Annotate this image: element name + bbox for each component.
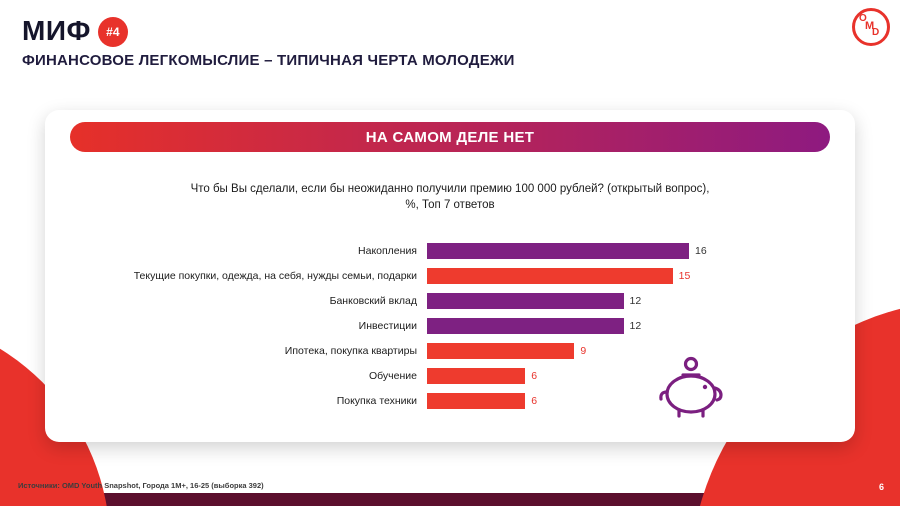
bar-label: Банковский вклад — [329, 294, 417, 307]
omd-logo: O M D — [852, 8, 890, 46]
piggy-bank-icon — [655, 353, 729, 424]
bar-chart: Накопления 16 Текущие покупки, одежда, на … — [53, 238, 835, 413]
bar-label: Ипотека, покупка квартиры — [284, 344, 417, 357]
bar-track: 12 — [427, 317, 835, 334]
omd-logo-letter-o: O — [859, 13, 867, 24]
bar-label: Текущие покупки, одежда, на себя, нужды … — [133, 269, 417, 282]
bar — [427, 392, 526, 409]
bar-track: 16 — [427, 242, 835, 259]
chart-row: Инвестиции 12 — [53, 313, 835, 338]
chart-row: Обучение 6 — [53, 363, 835, 388]
omd-logo-letter-d: D — [872, 27, 880, 38]
bar — [427, 342, 575, 359]
bar-value: 6 — [531, 394, 538, 407]
bar-value: 6 — [531, 369, 538, 382]
bar — [427, 292, 624, 309]
slide-title: ФИНАНСОВОЕ ЛЕГКОМЫСЛИЕ – ТИПИЧНАЯ ЧЕРТА … — [22, 52, 515, 69]
myth-number-badge: #4 — [97, 17, 128, 47]
bar-value: 12 — [629, 319, 642, 332]
bar — [427, 367, 526, 384]
omd-logo-letter-m: M — [865, 20, 875, 32]
bar-track: 15 — [427, 267, 835, 284]
chart-row: Покупка техники 6 — [53, 388, 835, 413]
chart-row: Ипотека, покупка квартиры 9 — [53, 338, 835, 363]
chart-row: Накопления 16 — [53, 238, 835, 263]
source-note: Источники: OMD Youth Snapshot, Города 1М… — [18, 481, 264, 490]
header: МИФ #4 ФИНАНСОВОЕ ЛЕГКОМЫСЛИЕ – ТИПИЧНАЯ… — [22, 15, 515, 69]
bar — [427, 267, 673, 284]
bar-label: Обучение — [368, 369, 417, 382]
bar-value: 12 — [629, 294, 642, 307]
statement-banner: НА САМОМ ДЕЛЕ НЕТ — [70, 122, 830, 152]
chart-row: Банковский вклад 12 — [53, 288, 835, 313]
bar-track: 9 — [427, 342, 835, 359]
bar — [427, 317, 624, 334]
bar-label: Накопления — [358, 244, 417, 257]
bar-track: 6 — [427, 367, 835, 384]
bar — [427, 242, 689, 259]
bar-label: Покупка техники — [336, 394, 417, 407]
myth-row: МИФ #4 — [22, 15, 515, 47]
bar-value: 15 — [678, 269, 691, 282]
bar-label: Инвестиции — [358, 319, 417, 332]
content-card: НА САМОМ ДЕЛЕ НЕТ Что бы Вы сделали, есл… — [45, 110, 855, 442]
chart-title: Что бы Вы сделали, если бы неожиданно по… — [190, 183, 710, 211]
bottom-strip-decor — [0, 493, 900, 506]
bar-value: 9 — [580, 344, 587, 357]
bar-track: 6 — [427, 392, 835, 409]
chart-row: Текущие покупки, одежда, на себя, нужды … — [53, 263, 835, 288]
bar-track: 12 — [427, 292, 835, 309]
page-number: 6 — [878, 482, 884, 492]
bar-value: 16 — [695, 244, 707, 257]
myth-label: МИФ — [22, 15, 91, 46]
